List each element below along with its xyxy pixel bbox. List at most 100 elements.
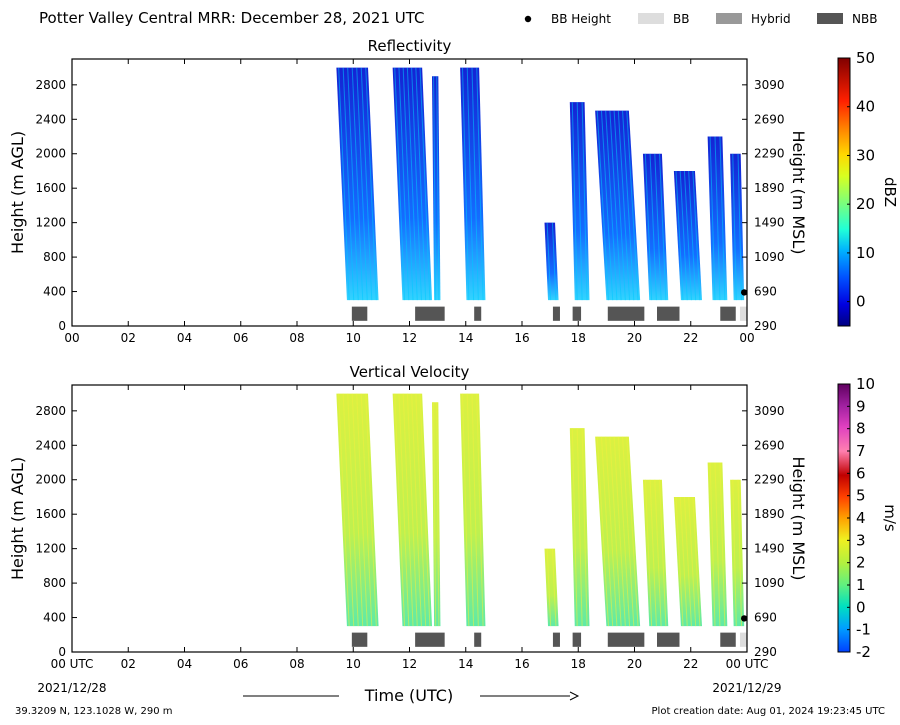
echo-streak: [398, 67, 410, 301]
start-date-label: 2021/12/28: [37, 681, 106, 695]
colorbar-tick-label: 6: [856, 464, 866, 482]
echo-streak: [600, 110, 614, 301]
legend-marker-bb-height: [524, 15, 532, 23]
echo-streak: [709, 462, 716, 627]
echo-streak: [360, 393, 373, 627]
echo-streak: [356, 67, 368, 301]
echo-streak: [609, 110, 622, 301]
y-right-tick-label: 1890: [754, 181, 785, 195]
x-tick-label: 20: [627, 657, 642, 671]
y-right-tick-label: 690: [754, 285, 777, 299]
echo-streak: [347, 67, 359, 301]
echo-streak: [609, 436, 622, 627]
echo-streak: [415, 67, 427, 301]
colorbar-tick-label: 0: [856, 598, 866, 616]
echo-streak: [471, 67, 479, 301]
bb-height-point-0: [740, 289, 748, 296]
y-right-tick-label: 1490: [754, 216, 785, 230]
echo-streak: [596, 436, 609, 627]
x-tick-label: 08: [289, 331, 304, 345]
echo-streak: [683, 170, 692, 301]
echo-streak: [571, 428, 578, 627]
nbb-segment-1: [415, 632, 445, 647]
echo-streak: [419, 393, 431, 627]
colorbar-tick-label: 7: [856, 442, 866, 460]
x-tick-label: 10: [346, 657, 361, 671]
echo-column-3: [460, 67, 486, 301]
echo-streak: [737, 479, 743, 627]
x-tick-label: 12: [402, 657, 417, 671]
x-tick-label: 02: [121, 331, 136, 345]
x-axis-label: Time (UTC): [364, 686, 453, 705]
colorbar-tick-label: 10: [856, 244, 875, 262]
echo-streak: [571, 102, 578, 301]
echo-streak: [411, 67, 422, 301]
y-tick-label: 1600: [35, 507, 66, 521]
colorbar-tick-label: 2: [856, 554, 866, 572]
echo-column-3: [460, 393, 486, 627]
x-tick-label: 18: [571, 331, 586, 345]
echo-streak: [649, 153, 657, 301]
echo-streak: [419, 67, 431, 301]
echo-streak: [411, 393, 422, 627]
nbb-segment-1: [415, 306, 445, 321]
legend-label-nbb: NBB: [852, 12, 877, 26]
x-tick-label: 14: [458, 331, 473, 345]
echo-streak: [402, 67, 414, 301]
echo-streak: [356, 393, 368, 627]
echo-streak: [436, 402, 440, 627]
echo-streak: [719, 136, 726, 301]
echo-streak: [394, 393, 406, 627]
x-tick-label: 00 UTC: [726, 657, 769, 671]
y-tick-label: 2400: [35, 112, 66, 126]
echo-streak: [683, 496, 692, 627]
echo-streak: [436, 76, 440, 301]
echo-streak: [675, 496, 684, 627]
x-tick-label: 02: [121, 657, 136, 671]
echo-streak: [617, 110, 631, 301]
y-tick-label: 800: [43, 576, 66, 590]
xlabel-arrow-head: [569, 691, 580, 701]
echo-streak: [692, 170, 701, 301]
echo-streak: [461, 67, 470, 301]
x-tick-label: 00: [739, 331, 754, 345]
echo-streak: [719, 462, 726, 627]
colorbar: [837, 57, 851, 327]
echo-column-6: [595, 436, 641, 627]
x-tick-label: 04: [177, 331, 192, 345]
echo-streak: [688, 170, 697, 301]
echo-streak: [626, 436, 639, 627]
y-tick-label: 1200: [35, 542, 66, 556]
nbb-segment-2: [474, 306, 482, 321]
y-tick-label: 1600: [35, 181, 66, 195]
y-right-tick-label: 3090: [754, 404, 785, 418]
echo-column-2: [432, 402, 441, 627]
echo-streak: [342, 393, 355, 627]
echo-streak: [714, 136, 721, 301]
x-tick-label: 16: [514, 331, 529, 345]
y-axis-label: Height (m AGL): [8, 131, 27, 254]
nbb-segment-0: [351, 632, 368, 647]
x-tick-label: 08: [289, 657, 304, 671]
y-axis-label-right: Height (m MSL): [789, 456, 808, 580]
echo-streak: [649, 479, 657, 627]
echo-streak: [605, 110, 618, 301]
echo-streak: [622, 110, 635, 301]
figure-title: Potter Valley Central MRR: December 28, …: [39, 9, 425, 27]
echo-streak: [732, 153, 737, 301]
y-tick-label: 2800: [35, 78, 66, 92]
echo-streak: [342, 67, 355, 301]
nbb-segment-0: [351, 306, 368, 321]
bb-height-point-0: [740, 615, 748, 622]
y-tick-label: 2800: [35, 404, 66, 418]
colorbar-tick-label: 40: [856, 98, 875, 116]
y-tick-label: 0: [58, 319, 66, 333]
echo-streak: [394, 67, 406, 301]
colorbar-tick-label: 9: [856, 397, 866, 415]
x-tick-label: 16: [514, 657, 529, 671]
colorbar-tick-label: 30: [856, 146, 875, 164]
y-right-tick-label: 2690: [754, 438, 785, 452]
x-tick-label: 06: [233, 331, 248, 345]
